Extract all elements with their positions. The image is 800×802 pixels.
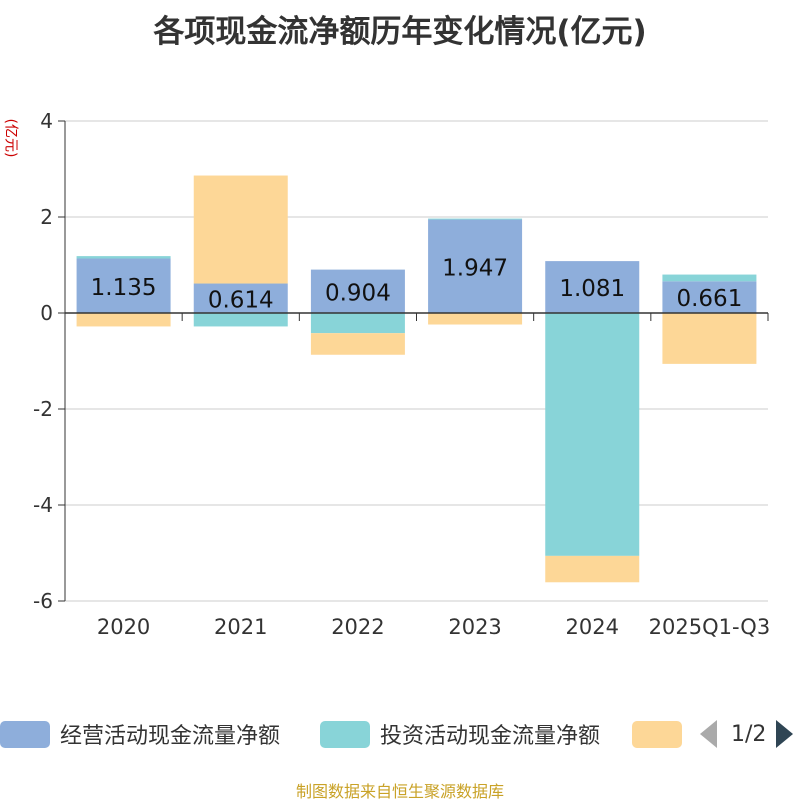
bar-2023-series-0[interactable] bbox=[428, 219, 523, 313]
x-tick-label: 2021 bbox=[214, 615, 267, 639]
bar-2024-series-1[interactable] bbox=[545, 313, 640, 556]
bar-2021-series-1[interactable] bbox=[193, 313, 288, 327]
chart-title: 各项现金流净额历年变化情况(亿元) bbox=[153, 14, 647, 50]
chart-plot: 4 2 0 -2 -4 -6 2020 2021 2022 2023 2024 2025Q1-Q3 1… bbox=[33, 109, 771, 639]
y-tick-label: -6 bbox=[33, 589, 53, 613]
bar-2022-series-0[interactable] bbox=[310, 269, 405, 313]
pager-next-icon[interactable] bbox=[776, 720, 794, 748]
bar-2024-series-2[interactable] bbox=[545, 555, 640, 583]
legend-pager: 1/2 bbox=[700, 716, 794, 752]
bar-2022-series-1[interactable] bbox=[310, 313, 405, 334]
bar-2023-series-1[interactable] bbox=[428, 218, 523, 220]
legend-label-operating: 经营活动现金流量净额 bbox=[60, 724, 281, 749]
x-tick-label: 2022 bbox=[331, 615, 384, 639]
x-tick-label: 2020 bbox=[97, 615, 150, 639]
bar-2021-series-2[interactable] bbox=[193, 175, 288, 284]
data-label-2020: 1.135 bbox=[91, 275, 157, 301]
x-tick-label: 2023 bbox=[448, 615, 501, 639]
legend-label-investing: 投资活动现金流量净额 bbox=[380, 724, 601, 749]
bar-2024-series-0[interactable] bbox=[545, 261, 640, 313]
bar-2020-series-1[interactable] bbox=[76, 256, 171, 259]
legend-item-operating[interactable]: 经营活动现金流量净额 bbox=[0, 716, 280, 752]
bar-2020-series-0[interactable] bbox=[76, 258, 171, 313]
pager-text: 1/2 bbox=[731, 721, 767, 747]
bar-2022-series-2[interactable] bbox=[310, 333, 405, 355]
bar-2025Q1-Q3-series-2[interactable] bbox=[662, 313, 757, 364]
bar-2021-series-0[interactable] bbox=[193, 283, 288, 313]
bar-2025Q1-Q3-series-0[interactable] bbox=[662, 281, 757, 313]
data-label-2025Q1-Q3: 0.661 bbox=[676, 286, 742, 312]
bar-2020-series-2[interactable] bbox=[76, 313, 171, 327]
legend: 经营活动现金流量净额 投资活动现金流量净额 bbox=[0, 716, 800, 752]
data-label-2023: 1.947 bbox=[442, 255, 508, 281]
legend-item-investing[interactable]: 投资活动现金流量净额 bbox=[320, 716, 600, 752]
y-tick-label: 4 bbox=[40, 109, 53, 133]
data-label-2024: 1.081 bbox=[559, 276, 625, 302]
y-tick-label: -4 bbox=[33, 493, 53, 517]
legend-item-financing[interactable] bbox=[632, 716, 692, 752]
bar-2025Q1-Q3-series-1[interactable] bbox=[662, 274, 757, 282]
legend-swatch-financing bbox=[632, 720, 682, 748]
data-label-2022: 0.904 bbox=[325, 280, 391, 306]
legend-swatch-operating bbox=[0, 720, 50, 748]
bar-2023-series-2[interactable] bbox=[428, 313, 523, 325]
x-tick-label: 2025Q1-Q3 bbox=[649, 615, 771, 639]
pager-prev-icon[interactable] bbox=[700, 720, 717, 748]
x-tick-label: 2024 bbox=[566, 615, 619, 639]
legend-swatch-investing bbox=[320, 720, 370, 748]
source-note: 制图数据来自恒生聚源数据库 bbox=[295, 782, 504, 801]
y-tick-label: 2 bbox=[40, 205, 53, 229]
y-tick-label: 0 bbox=[40, 301, 53, 325]
y-tick-label: -2 bbox=[33, 397, 53, 421]
data-label-2021: 0.614 bbox=[208, 287, 274, 313]
